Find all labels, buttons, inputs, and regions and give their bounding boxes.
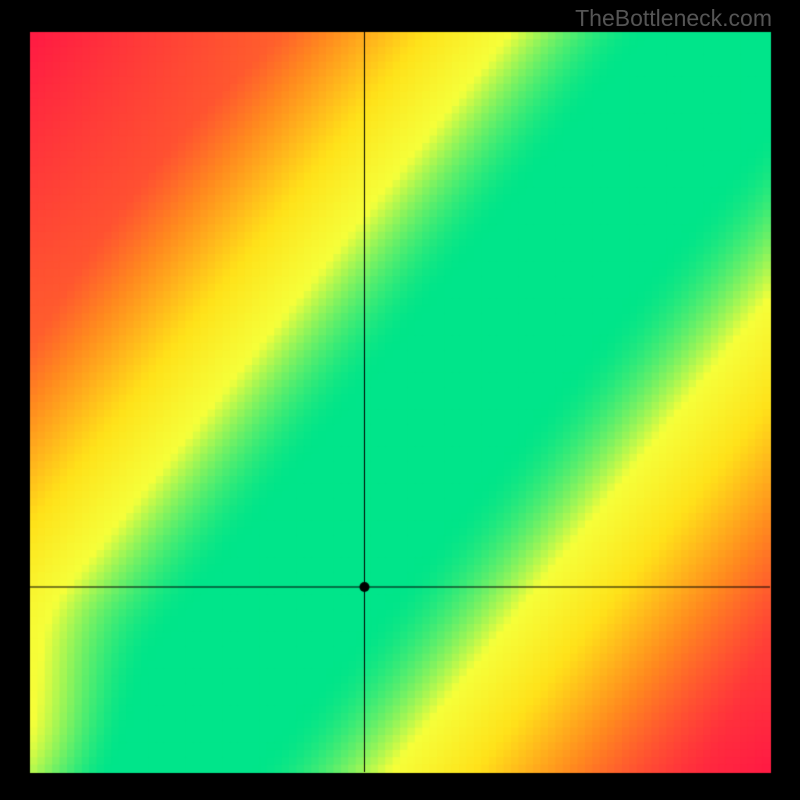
watermark-text: TheBottleneck.com <box>575 5 772 32</box>
chart-container: TheBottleneck.com <box>0 0 800 800</box>
bottleneck-heatmap <box>0 0 800 800</box>
